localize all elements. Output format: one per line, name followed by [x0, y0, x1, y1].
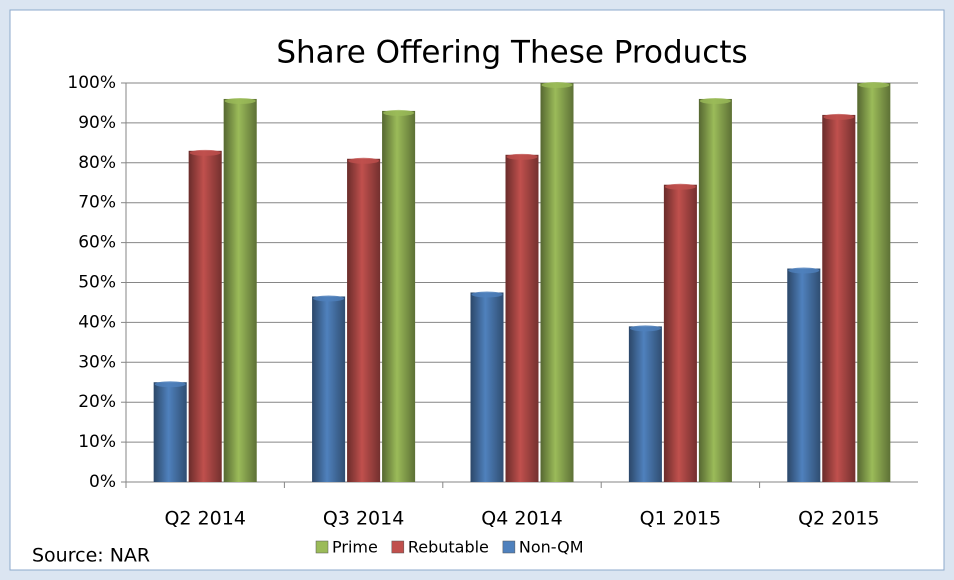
bar-top — [224, 97, 256, 104]
bar-top — [858, 82, 890, 88]
bar-top — [788, 267, 820, 274]
x-tick-label: Q3 2014 — [323, 508, 404, 530]
y-tick-label: 10% — [78, 432, 116, 452]
bar-top — [383, 109, 415, 116]
x-tick-label: Q1 2015 — [640, 508, 721, 530]
chart-title: Share Offering These Products — [276, 35, 747, 71]
bar-top — [154, 381, 186, 388]
bar-shade — [312, 296, 346, 482]
y-tick-label: 40% — [78, 312, 116, 332]
bar-shade — [787, 268, 821, 482]
bar-shade — [153, 382, 187, 482]
bar-shade — [188, 150, 222, 482]
legend-swatch — [315, 540, 329, 554]
bar-top — [541, 82, 573, 88]
x-tick-label: Q4 2014 — [481, 508, 562, 530]
bar-top — [313, 295, 345, 302]
legend-swatch — [391, 540, 405, 554]
legend-swatch — [502, 540, 516, 554]
bar-shade — [382, 110, 416, 483]
bar-shade — [663, 184, 697, 482]
bar-shade — [347, 158, 381, 482]
y-tick-label: 30% — [78, 352, 116, 372]
bar-top — [823, 113, 855, 120]
y-tick-label: 20% — [78, 392, 116, 412]
bar-shade — [628, 326, 662, 482]
y-tick-label: 50% — [78, 273, 116, 293]
y-tick-label: 60% — [78, 233, 116, 253]
y-tick-label: 0% — [89, 472, 116, 492]
bar-shade — [223, 98, 257, 483]
bar-top — [348, 157, 380, 164]
source-note: Source: NAR — [32, 545, 150, 567]
y-tick-label: 70% — [78, 193, 116, 213]
legend-label: Non-QM — [519, 538, 584, 557]
bar-shade — [470, 292, 504, 482]
legend-label: Rebutable — [408, 538, 489, 557]
bar-shade — [540, 83, 574, 482]
bar-top — [471, 291, 503, 298]
bar-top — [699, 97, 731, 104]
bar-top — [664, 183, 696, 190]
bar-shade — [857, 83, 891, 482]
y-tick-label: 100% — [67, 73, 116, 93]
x-tick-label: Q2 2015 — [798, 508, 879, 530]
x-tick-label: Q2 2014 — [164, 508, 245, 530]
bar-shade — [698, 98, 732, 483]
y-tick-label: 80% — [78, 153, 116, 173]
y-tick-label: 90% — [78, 113, 116, 133]
legend-label: Prime — [332, 538, 378, 557]
bar-top — [506, 153, 538, 160]
bar-shade — [505, 154, 539, 482]
bar-top — [189, 149, 221, 156]
bar-top — [629, 325, 661, 332]
bar-shade — [822, 114, 856, 483]
